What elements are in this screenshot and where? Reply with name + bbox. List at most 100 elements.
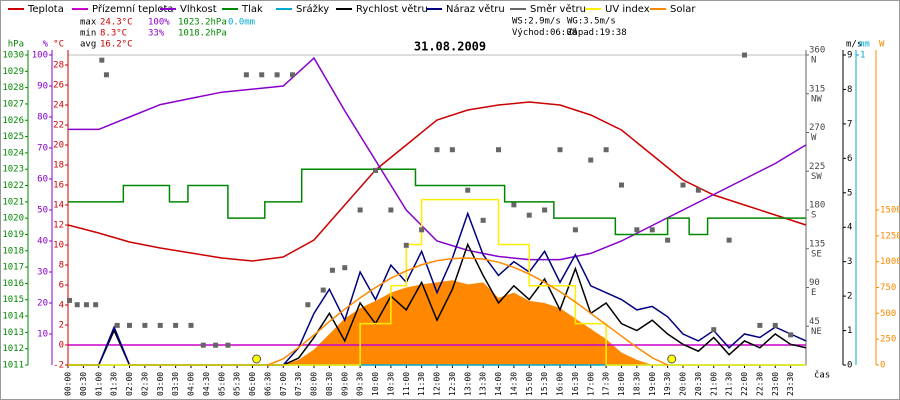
stat-temp: 8.3°C (100, 29, 127, 39)
x-tick-label: 23:00 (771, 372, 780, 396)
direction-point (649, 227, 655, 233)
legend-label: Směr větru (530, 3, 586, 15)
sunset-stat: Západ:19:38 (567, 28, 627, 38)
direction-point (200, 342, 206, 348)
y-tick-label: 24 (53, 101, 64, 111)
x-tick-label: 09:00 (340, 372, 349, 396)
x-tick-label: 17:00 (586, 372, 595, 396)
y-tick-label: 0 (59, 341, 64, 351)
direction-point (588, 157, 594, 163)
y-tick-label: 2 (59, 321, 64, 331)
y-tick-label: 1027 (2, 99, 24, 109)
y-tick-label: 20 (37, 299, 48, 309)
x-tick-label: 04:30 (202, 372, 211, 396)
dir-tick-label: SE (811, 249, 822, 259)
direction-point (480, 217, 486, 223)
y-tick-label: 1015 (2, 295, 24, 305)
legend-label: Náraz větru (446, 3, 505, 15)
direction-point (434, 147, 440, 153)
x-tick-label: 21:00 (709, 372, 718, 396)
stat-label: min (80, 29, 96, 39)
y-tick-label: 1030 (2, 51, 24, 61)
x-tick-label: 12:00 (433, 372, 442, 396)
direction-point (449, 147, 455, 153)
direction-point (142, 322, 148, 328)
x-tick-label: 17:30 (602, 372, 611, 396)
sunrise-stat: Východ:06:08 (512, 28, 577, 38)
y-tick-label: 5 (847, 188, 852, 198)
direction-point (465, 187, 471, 193)
y-tick-label: 1500 (880, 206, 900, 216)
direction-point (188, 322, 194, 328)
y-tick-label: 1 (847, 326, 852, 336)
y-tick-label: 1025 (2, 132, 24, 142)
y-tick-label: 60 (37, 175, 48, 185)
wind-gust-stat: WG:3.5m/s (567, 17, 616, 27)
x-tick-label: 20:30 (694, 372, 703, 396)
y-tick-label: 1023 (2, 165, 24, 175)
legend-label: Přízemní teplota (92, 3, 174, 15)
y-tick-label: 1000 (880, 257, 900, 267)
direction-point (173, 322, 179, 328)
stat-hum: 100% (148, 18, 170, 28)
x-tick-label: 07:30 (294, 372, 303, 396)
stat-press: 1023.2hPa (178, 18, 227, 28)
y-tick-label: 1014 (2, 312, 24, 322)
legend-label: Srážky (296, 3, 329, 15)
y-tick-label: 16 (53, 181, 64, 191)
x-tick-label: 07:00 (279, 372, 288, 396)
direction-point (526, 212, 532, 218)
direction-point (711, 327, 717, 333)
x-tick-label: 05:30 (233, 372, 242, 396)
x-tick-label: 00:00 (64, 372, 73, 396)
series-line (68, 168, 806, 236)
y-tick-label: 3 (847, 257, 852, 267)
direction-point (557, 147, 563, 153)
series-line (67, 101, 807, 262)
y-tick-label: 100 (32, 51, 48, 61)
direction-point (357, 207, 363, 213)
x-tick-label: 11:30 (417, 372, 426, 396)
y-tick-label: 500 (880, 309, 896, 319)
stat-rain: 0.0mm (228, 18, 255, 28)
direction-point (496, 147, 501, 153)
direction-point (114, 322, 120, 328)
y-tick-label: 28 (53, 61, 64, 71)
dir-tick-label: W (811, 133, 817, 143)
sunrise-label: Východ: (512, 28, 550, 38)
y-tick-label: 6 (847, 154, 852, 164)
direction-point (619, 182, 624, 188)
y-tick-label: 2 (847, 292, 852, 302)
stat-label: avg (80, 40, 96, 50)
stat-hum: 33% (148, 29, 165, 39)
direction-point (634, 227, 640, 233)
direction-point (320, 287, 326, 293)
y-tick-label: 1019 (2, 230, 24, 240)
direction-point (274, 72, 280, 78)
y-tick-label: 10 (53, 241, 64, 251)
direction-point (342, 265, 348, 271)
y-tick-label: 1013 (2, 328, 24, 338)
direction-point (603, 147, 609, 153)
x-tick-label: 01:00 (94, 372, 103, 396)
direction-point (742, 52, 747, 58)
dir-tick-value: 315 (809, 84, 825, 94)
y-tick-label: 80 (37, 113, 48, 123)
y-tick-label: 40 (37, 237, 48, 247)
y-tick-label: 4 (847, 223, 852, 233)
legend-label: UV index (605, 4, 650, 15)
direction-point (99, 57, 105, 63)
x-tick-label: 14:00 (494, 372, 503, 396)
dir-tick-value: 225 (809, 162, 825, 172)
x-tick-label: 11:00 (402, 372, 411, 396)
series-line (68, 56, 807, 261)
x-tick-label: 04:00 (187, 372, 196, 396)
y-tick-label: 1012 (2, 344, 24, 354)
chart-title: 31.08.2009 (414, 40, 486, 54)
direction-point (680, 182, 686, 188)
y-tick-label: 50 (37, 206, 48, 216)
direction-point (157, 322, 163, 328)
x-tick-label: 06:00 (248, 372, 257, 396)
x-axis-label: čas (814, 370, 830, 381)
stat-label: max (80, 18, 97, 28)
